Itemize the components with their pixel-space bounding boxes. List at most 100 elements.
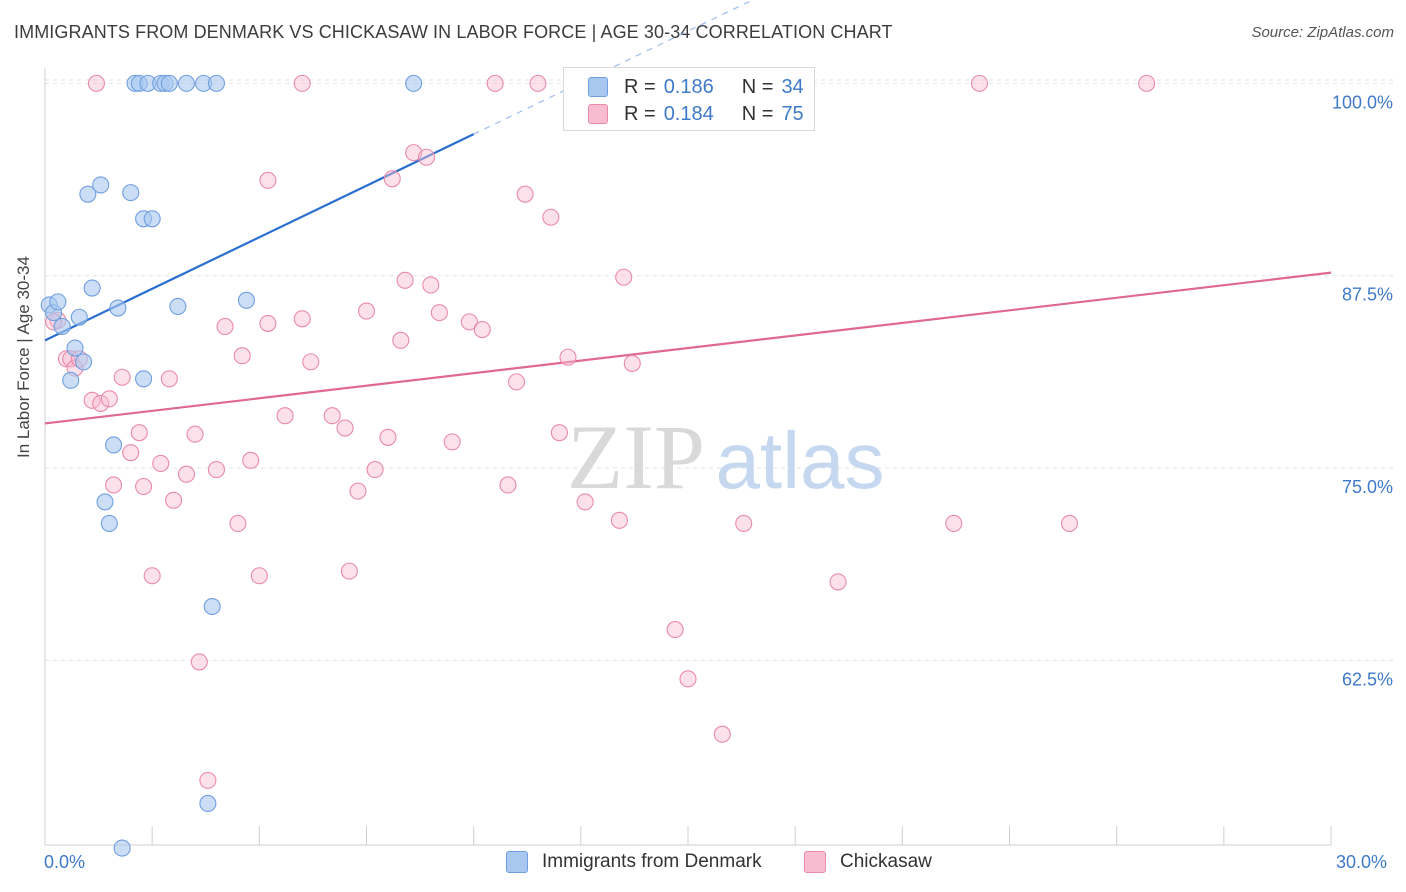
point-chickasaw <box>143 567 161 585</box>
point-chickasaw <box>199 771 217 789</box>
series-legend: Immigrants from Denmark Chickasaw <box>0 851 1406 877</box>
point-chickasaw <box>945 514 963 532</box>
legend-n-label: N = <box>741 75 774 98</box>
point-chickasaw <box>122 444 140 462</box>
point-chickasaw <box>323 407 341 425</box>
point-chickasaw <box>293 74 311 92</box>
point-chickasaw <box>105 476 123 494</box>
point-denmark <box>109 299 127 317</box>
point-chickasaw <box>336 419 354 437</box>
point-chickasaw <box>529 74 547 92</box>
y-tick-label: 62.5% <box>1342 669 1393 689</box>
point-denmark <box>96 493 114 511</box>
point-chickasaw <box>276 407 294 425</box>
point-chickasaw <box>610 511 628 529</box>
legend-n-label: N = <box>741 102 774 125</box>
y-tick-label: 100.0% <box>1332 92 1393 112</box>
watermark: ZIP atlas <box>567 406 884 508</box>
point-chickasaw <box>165 491 183 509</box>
point-denmark <box>203 597 221 616</box>
point-denmark <box>70 308 88 326</box>
point-chickasaw <box>190 653 208 671</box>
point-chickasaw <box>422 276 440 294</box>
point-denmark <box>143 210 161 228</box>
point-denmark <box>113 839 131 857</box>
point-chickasaw <box>713 725 731 743</box>
point-chickasaw <box>186 425 204 443</box>
point-denmark <box>169 297 187 316</box>
point-denmark <box>66 339 84 357</box>
point-chickasaw <box>615 268 633 286</box>
gridlines <box>45 79 1394 661</box>
legend-r-value-denmark: 0.186 <box>663 75 714 98</box>
point-denmark <box>207 74 226 92</box>
point-chickasaw <box>250 567 268 585</box>
point-chickasaw <box>366 461 384 479</box>
point-chickasaw <box>349 482 367 500</box>
point-denmark <box>75 353 93 371</box>
point-chickasaw <box>430 304 448 322</box>
point-chickasaw <box>233 347 251 365</box>
point-chickasaw <box>207 461 226 479</box>
legend-swatch-denmark <box>588 77 608 97</box>
legend-swatch-chickasaw <box>588 104 608 124</box>
point-denmark <box>135 370 153 388</box>
point-chickasaw <box>383 170 401 188</box>
trend-line-chickasaw <box>44 271 1332 425</box>
point-chickasaw <box>550 424 568 442</box>
y-tick-labels: 62.5% 75.0% 87.5% 100.0% <box>1332 92 1393 689</box>
point-chickasaw <box>473 321 491 339</box>
point-chickasaw <box>507 373 526 391</box>
point-chickasaw <box>392 331 410 349</box>
point-chickasaw <box>499 476 517 494</box>
point-chickasaw <box>623 354 641 372</box>
point-denmark <box>83 279 101 297</box>
point-chickasaw <box>735 514 753 532</box>
y-axis-label: In Labor Force | Age 30-34 <box>14 256 33 458</box>
point-chickasaw <box>679 670 697 688</box>
point-chickasaw <box>417 148 436 166</box>
point-chickasaw <box>340 562 358 580</box>
point-chickasaw <box>516 185 534 203</box>
series-label-denmark: Immigrants from Denmark <box>542 851 762 872</box>
point-chickasaw <box>460 313 478 331</box>
point-chickasaw <box>302 353 320 371</box>
chart-title: IMMIGRANTS FROM DENMARK VS CHICKASAW IN … <box>14 22 893 42</box>
point-chickasaw <box>100 390 118 408</box>
point-chickasaw <box>216 317 234 336</box>
series-legend-chickasaw[interactable]: Chickasaw <box>804 851 932 873</box>
legend-row-denmark: R = 0.186 N = 34 <box>588 74 804 100</box>
point-chickasaw <box>135 477 153 496</box>
point-denmark <box>237 291 256 309</box>
trend-line-denmark <box>44 133 475 342</box>
series-legend-denmark[interactable]: Immigrants from Denmark <box>506 851 762 873</box>
y-tick-label: 87.5% <box>1342 285 1393 305</box>
x-tick-max: 30.0% <box>1336 852 1388 872</box>
point-denmark <box>100 514 118 532</box>
point-chickasaw <box>177 465 196 483</box>
point-chickasaw <box>405 144 423 162</box>
point-chickasaw <box>970 74 989 92</box>
point-denmark <box>92 176 110 194</box>
data-points <box>40 74 1156 857</box>
point-chickasaw <box>113 368 131 386</box>
point-chickasaw <box>443 433 461 451</box>
point-chickasaw <box>259 314 277 332</box>
point-chickasaw <box>396 271 414 289</box>
point-chickasaw <box>242 451 260 469</box>
point-chickasaw <box>829 573 847 591</box>
point-denmark <box>62 371 80 389</box>
watermark-atlas: atlas <box>716 416 885 505</box>
point-denmark <box>199 794 217 813</box>
point-chickasaw <box>559 348 577 366</box>
legend-r-label: R = <box>624 75 656 98</box>
trend-line-extension <box>473 0 754 135</box>
point-chickasaw <box>87 74 105 92</box>
series-swatch-denmark <box>506 851 528 873</box>
series-swatch-chickasaw <box>804 851 826 873</box>
point-chickasaw <box>666 621 684 639</box>
legend-n-value-chickasaw: 75 <box>781 102 804 125</box>
legend-r-value-chickasaw: 0.184 <box>663 102 714 125</box>
point-chickasaw <box>160 370 178 388</box>
